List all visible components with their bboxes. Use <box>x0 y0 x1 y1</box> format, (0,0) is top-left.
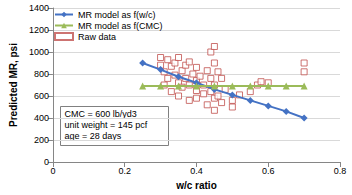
svg-text:600: 600 <box>34 91 49 101</box>
svg-text:1400: 1400 <box>29 3 49 13</box>
svg-text:0.2: 0.2 <box>118 166 131 176</box>
svg-text:0.6: 0.6 <box>262 166 275 176</box>
svg-text:1200: 1200 <box>29 25 49 35</box>
svg-text:0: 0 <box>50 166 55 176</box>
svg-text:age = 28 days: age = 28 days <box>65 131 122 141</box>
svg-text:0.8: 0.8 <box>334 166 347 176</box>
svg-text:200: 200 <box>34 135 49 145</box>
svg-text:w/c ratio: w/c ratio <box>175 180 217 191</box>
svg-text:unit weight = 145 pcf: unit weight = 145 pcf <box>65 120 148 130</box>
svg-text:0: 0 <box>44 157 49 167</box>
svg-text:MR model as f(w/c): MR model as f(w/c) <box>78 10 156 20</box>
svg-text:1000: 1000 <box>29 47 49 57</box>
svg-text:400: 400 <box>34 113 49 123</box>
svg-text:0.4: 0.4 <box>190 166 203 176</box>
svg-text:Raw data: Raw data <box>78 32 116 42</box>
svg-text:Predicted MR, psi: Predicted MR, psi <box>8 43 19 127</box>
svg-text:CMC = 600 lb/yd3: CMC = 600 lb/yd3 <box>65 109 137 119</box>
svg-text:MR model as f(CMC): MR model as f(CMC) <box>78 21 163 31</box>
svg-text:800: 800 <box>34 69 49 79</box>
